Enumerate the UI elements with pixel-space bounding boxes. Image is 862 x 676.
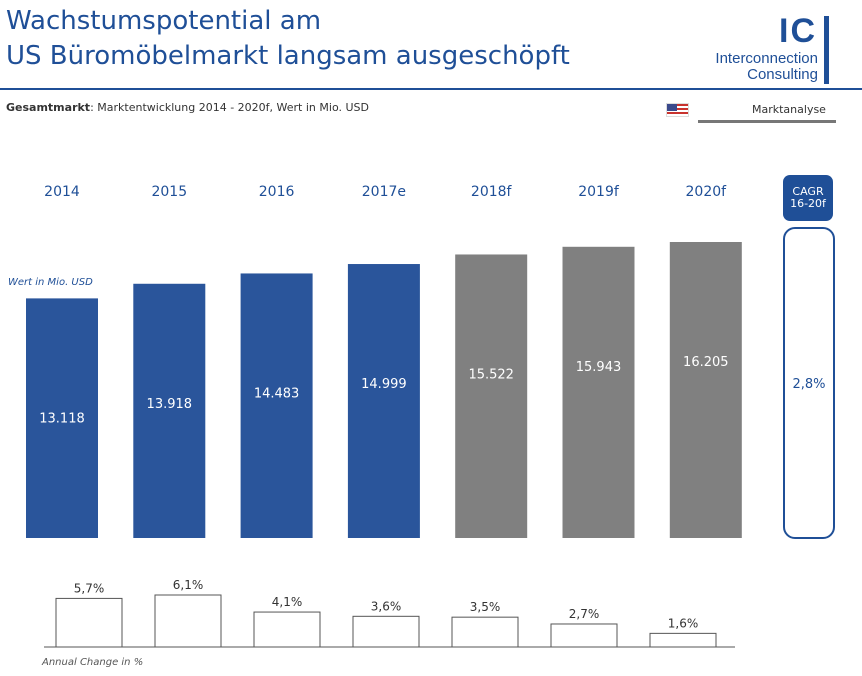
bar [133,283,206,538]
x-tick-label: 2018f [471,184,513,200]
bar-value-label: 16.205 [683,355,729,370]
us-flag-icon [666,103,689,117]
x-tick-label: 2015 [151,184,187,200]
x-tick-label: 2020f [686,184,728,200]
logo-text-line-2: Consulting [747,66,818,83]
bar [562,246,635,538]
bar-value-label: 13.918 [147,397,193,412]
page-title: Wachstumspotential am US Büromöbelmarkt … [6,4,570,74]
change-value-label: 4,1% [272,595,303,609]
change-bar [253,611,321,648]
header-divider [0,88,862,90]
x-tick-label: 2016 [259,184,295,200]
cagr-value: 2,8% [792,377,826,392]
change-axis-label: Annual Change in % [41,657,143,668]
subtitle-rest: : Marktentwicklung 2014 - 2020f, Wert in… [90,101,369,114]
bar [26,298,98,538]
cagr-header: CAGR 16-20f [783,175,833,221]
logo-mark: IC [779,12,817,50]
bar [240,273,313,538]
bar [669,242,742,538]
change-bar [352,615,420,648]
section-label: Marktanalyse [752,103,826,116]
x-tick-label: 2014 [44,184,80,200]
change-value-label: 6,1% [173,578,204,592]
bar [347,264,420,538]
cagr-box [783,227,835,539]
bar-value-label: 15.943 [576,360,622,375]
subtitle-strong: Gesamtmarkt [6,101,91,114]
section-label-underline [698,120,836,123]
change-bar [451,616,519,648]
change-bar [154,594,222,648]
bar-value-label: 15.522 [468,367,514,382]
y-axis-label: Wert in Mio. USD [8,277,93,288]
change-value-label: 3,6% [371,599,402,613]
x-tick-label: 2017e [362,184,406,200]
change-value-label: 1,6% [668,616,699,630]
change-value-label: 2,7% [569,607,600,621]
change-value-label: 3,5% [470,600,501,614]
change-bar [649,632,717,648]
change-value-label: 5,7% [74,581,105,595]
chart-subtitle: Gesamtmarkt: Marktentwicklung 2014 - 202… [6,101,369,114]
title-line-2: US Büromöbelmarkt langsam ausgeschöpft [6,41,570,71]
change-bar [550,623,618,648]
bar-value-label: 14.483 [254,386,300,401]
x-tick-label: 2019f [578,184,620,200]
title-line-1: Wachstumspotential am [6,6,322,36]
bar [455,254,528,539]
bar-value-label: 14.999 [361,377,407,392]
bar-value-label: 13.118 [39,411,85,426]
logo-bar [824,16,829,84]
logo-text-line-1: Interconnection [715,50,818,67]
change-bar [55,597,123,648]
flag-canton [667,104,677,111]
cagr-label: CAGR 16-20f [790,185,826,210]
